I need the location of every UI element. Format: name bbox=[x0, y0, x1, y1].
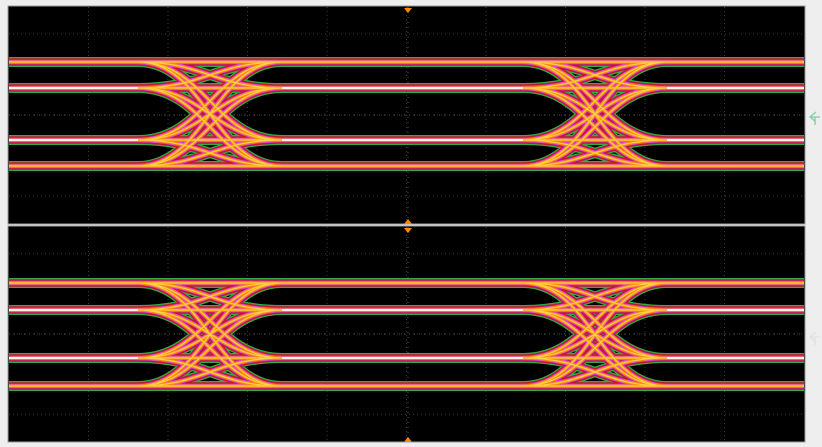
body: (() => { JSON.parse(document.getElementB… bbox=[0, 0, 822, 447]
scope-screen bbox=[0, 0, 822, 447]
page: {} html, body { margin: 0; padding: 0; w… bbox=[0, 0, 822, 447]
